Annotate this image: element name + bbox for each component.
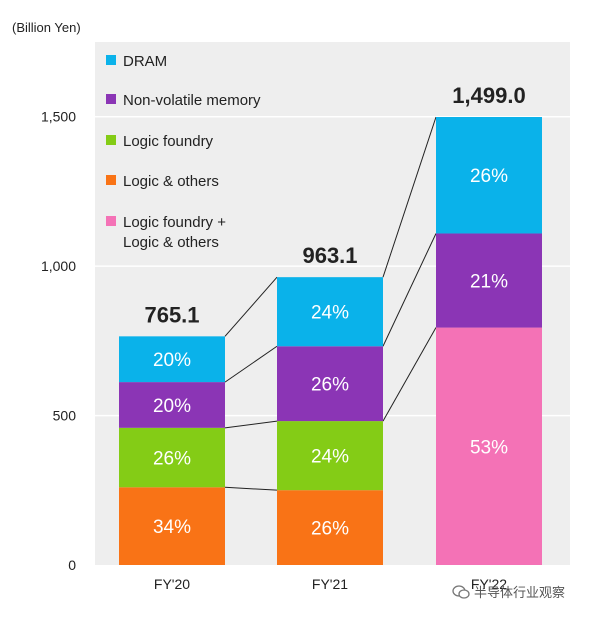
legend-swatch [106, 135, 116, 145]
legend-label: Non-volatile memory [123, 92, 261, 109]
bar-segment [277, 346, 383, 422]
legend-label: Logic & others [123, 173, 219, 190]
total-label: 963.1 [302, 243, 357, 268]
legend-label: Logic foundry + Logic & others [123, 214, 226, 251]
connector-line [224, 276, 278, 337]
segment-label: 20% [153, 350, 191, 371]
legend: DRAM Non-volatile memory Logic foundry Logi… [106, 53, 261, 251]
legend-swatch [106, 55, 116, 65]
segment-label: 20% [153, 396, 191, 417]
bar-segment [436, 327, 542, 565]
legend-label-line: Logic & others [123, 234, 219, 251]
total-label: 765.1 [144, 302, 199, 327]
bar-segment [119, 487, 225, 565]
watermark: 半导体行业观察 [452, 582, 565, 601]
watermark-text: 半导体行业观察 [474, 586, 566, 601]
connector-line [382, 327, 437, 422]
x-tick-label: FY'20 [154, 576, 190, 592]
y-tick-label: 1,000 [41, 258, 76, 274]
legend-label: Logic foundry [123, 133, 214, 150]
total-labels: 765.1 963.1 1,499.0 [144, 83, 525, 327]
segment-label: 21% [470, 272, 508, 293]
legend-swatch [106, 94, 116, 104]
legend-swatch [106, 216, 116, 226]
legend-label-line: DRAM [123, 53, 167, 70]
segment-label: 26% [311, 519, 349, 540]
unit-label: (Billion Yen) [12, 20, 81, 35]
segment-label: 24% [311, 303, 349, 324]
bar-segment [119, 427, 225, 488]
segment-label: 53% [470, 437, 508, 458]
segment-label: 34% [153, 517, 191, 538]
connector-line [382, 116, 437, 278]
y-axis: 0 500 1,000 1,500 [41, 109, 76, 573]
connector-line [382, 233, 437, 347]
segment-labels: 34% 26% 20% 20% 26% 24% 26% 24% 53% 21% 26% [153, 166, 508, 539]
connector-line [224, 486, 278, 491]
segment-label: 24% [311, 447, 349, 468]
x-tick-label: FY'22 [471, 576, 507, 592]
bars [119, 117, 542, 565]
bar-segment [277, 421, 383, 491]
legend-label-line: Non-volatile memory [123, 92, 261, 109]
segment-label: 26% [153, 449, 191, 470]
bar-segment [277, 277, 383, 347]
bar-segment [436, 117, 542, 234]
total-label: 1,499.0 [452, 83, 525, 108]
connector-line [224, 345, 278, 383]
bar-segment [119, 336, 225, 383]
segment-label: 26% [470, 166, 508, 187]
bar-segment [277, 490, 383, 565]
segment-label: 26% [311, 375, 349, 396]
x-tick-label: FY'21 [312, 576, 348, 592]
legend-label-line: Logic & others [123, 173, 219, 190]
legend-label-line: Logic foundry + [123, 214, 226, 231]
bar-segment [436, 233, 542, 328]
x-axis: FY'20 FY'21 FY'22 [154, 576, 507, 592]
wechat-icon [452, 584, 470, 599]
bar-segment [119, 382, 225, 428]
y-tick-label: 1,500 [41, 109, 76, 125]
legend-label-line: Logic foundry [123, 133, 214, 150]
legend-swatch [106, 175, 116, 185]
y-tick-label: 0 [68, 557, 76, 573]
connector-lines [224, 116, 437, 491]
connector-line [224, 420, 278, 429]
y-tick-label: 500 [53, 408, 77, 424]
legend-label: DRAM [123, 53, 167, 70]
